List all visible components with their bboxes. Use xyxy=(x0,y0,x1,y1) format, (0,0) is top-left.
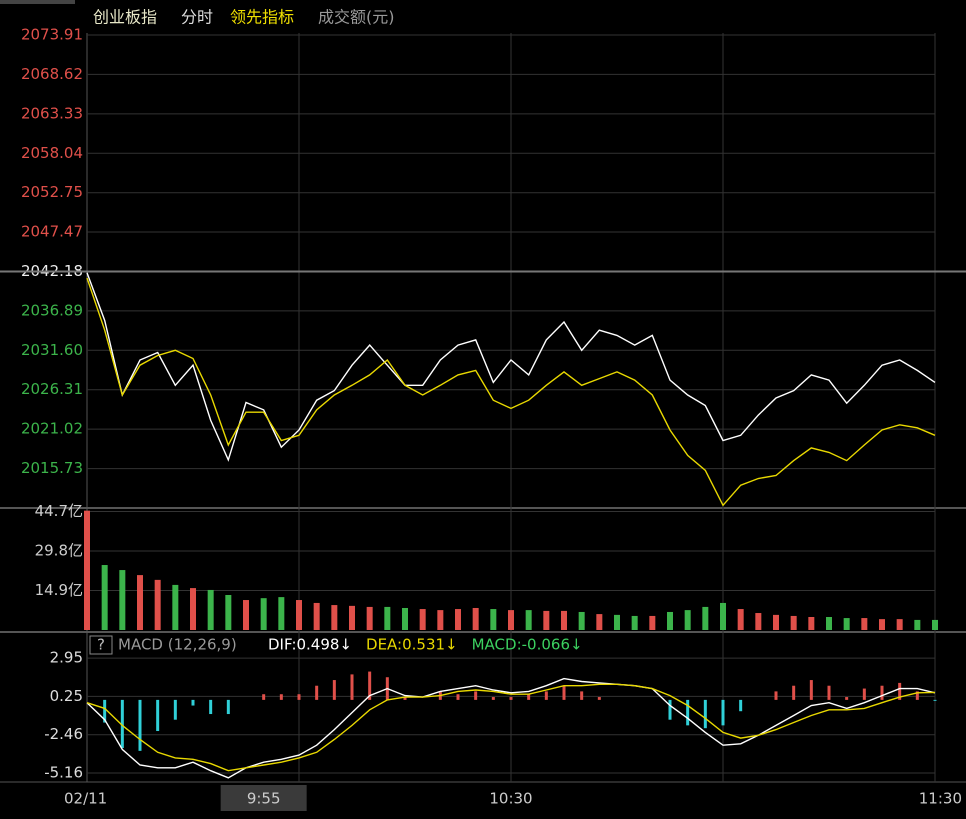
y-tick-label: 2015.73 xyxy=(21,459,83,477)
x-tick-label: 02/11 xyxy=(64,790,107,808)
help-icon: ? xyxy=(97,636,105,654)
y-tick-label: -2.46 xyxy=(44,725,83,743)
volume-bar xyxy=(649,615,656,630)
volume-bar xyxy=(490,609,497,630)
x-tick-label: 11:30 xyxy=(919,790,962,808)
volume-bar xyxy=(331,605,338,630)
macd-title: MACD (12,26,9) xyxy=(118,636,237,654)
y-tick-label: 14.9亿 xyxy=(35,581,83,599)
volume-bar xyxy=(366,606,373,630)
y-tick-label: 2052.75 xyxy=(21,183,83,201)
tab[interactable]: 创业板指 xyxy=(93,8,157,27)
tab[interactable]: 成交额(元) xyxy=(318,8,395,27)
legend-entry: DIF:0.498↓ xyxy=(268,636,352,654)
volume-bar xyxy=(243,600,249,630)
corner-tab xyxy=(0,0,75,4)
volume-bar xyxy=(914,619,921,630)
volume-bar xyxy=(737,609,744,630)
volume-bar xyxy=(720,602,726,630)
legend-entry: MACD:-0.066↓ xyxy=(472,636,583,654)
y-tick-label: 2021.02 xyxy=(21,420,83,438)
tab[interactable]: 领先指标 xyxy=(230,8,294,27)
volume-bar xyxy=(172,584,179,630)
volume-bar xyxy=(543,610,550,630)
y-tick-label: 2036.89 xyxy=(21,301,83,319)
volume-bar xyxy=(596,614,603,630)
volume-bar xyxy=(808,617,815,630)
volume-bar xyxy=(313,602,320,630)
volume-bar xyxy=(119,570,126,630)
volume-bar xyxy=(826,617,832,630)
volume-bar xyxy=(932,619,938,630)
y-tick-label: 0.25 xyxy=(50,687,83,705)
volume-bar xyxy=(154,579,161,630)
x-tick-label: 9:55 xyxy=(247,790,281,808)
volume-bar xyxy=(402,607,408,630)
volume-bar xyxy=(349,605,355,630)
y-tick-label: 2.95 xyxy=(50,649,83,667)
line xyxy=(86,683,936,772)
help-button[interactable] xyxy=(89,635,113,655)
y-tick-label: 2073.91 xyxy=(21,26,83,44)
y-tick-label: 2031.60 xyxy=(21,341,83,359)
volume-bar xyxy=(225,594,232,630)
volume-bar xyxy=(861,618,868,630)
volume-bar xyxy=(667,611,673,630)
volume-bar xyxy=(879,619,885,630)
volume-bar xyxy=(207,589,214,630)
volume-bar xyxy=(561,610,567,630)
volume-bar xyxy=(472,607,479,630)
volume-bar xyxy=(278,597,285,630)
volume-bar xyxy=(684,610,691,630)
y-tick-label: -5.16 xyxy=(44,763,83,781)
volume-bar xyxy=(578,611,585,630)
volume-bar xyxy=(614,614,620,630)
volume-bar xyxy=(508,610,514,630)
legend-entry: DEA:0.531↓ xyxy=(366,636,458,654)
volume-bar xyxy=(702,606,709,630)
volume-bar xyxy=(260,598,267,630)
line xyxy=(86,677,936,779)
volume-bar xyxy=(190,588,196,630)
line xyxy=(86,277,936,507)
volume-bar xyxy=(455,609,461,630)
volume-bar xyxy=(137,575,143,630)
y-tick-label: 2047.47 xyxy=(21,223,83,241)
volume-bar xyxy=(384,606,391,630)
volume-bar xyxy=(843,618,850,630)
volume-bar xyxy=(790,615,797,630)
volume-bar xyxy=(419,609,426,630)
volume-bar xyxy=(437,610,444,630)
y-tick-label: 2063.33 xyxy=(21,104,83,122)
y-tick-label: 2026.31 xyxy=(21,380,83,398)
y-tick-label: 2058.04 xyxy=(21,144,83,162)
volume-bar xyxy=(773,614,779,630)
volume-bar xyxy=(896,619,903,630)
volume-bar xyxy=(101,565,108,630)
volume-bar xyxy=(84,510,90,630)
line xyxy=(86,272,936,462)
y-tick-label: 29.8亿 xyxy=(35,541,83,559)
volume-bar xyxy=(296,600,302,630)
volume-bar xyxy=(525,610,532,630)
y-tick-label: 2068.62 xyxy=(21,65,83,83)
volume-bar xyxy=(631,615,638,630)
x-tick-label: 10:30 xyxy=(489,790,532,808)
tab[interactable]: 分时 xyxy=(181,8,213,27)
cursor-box xyxy=(220,785,307,811)
volume-bar xyxy=(755,613,762,630)
y-tick-label: 44.7亿 xyxy=(35,502,83,520)
